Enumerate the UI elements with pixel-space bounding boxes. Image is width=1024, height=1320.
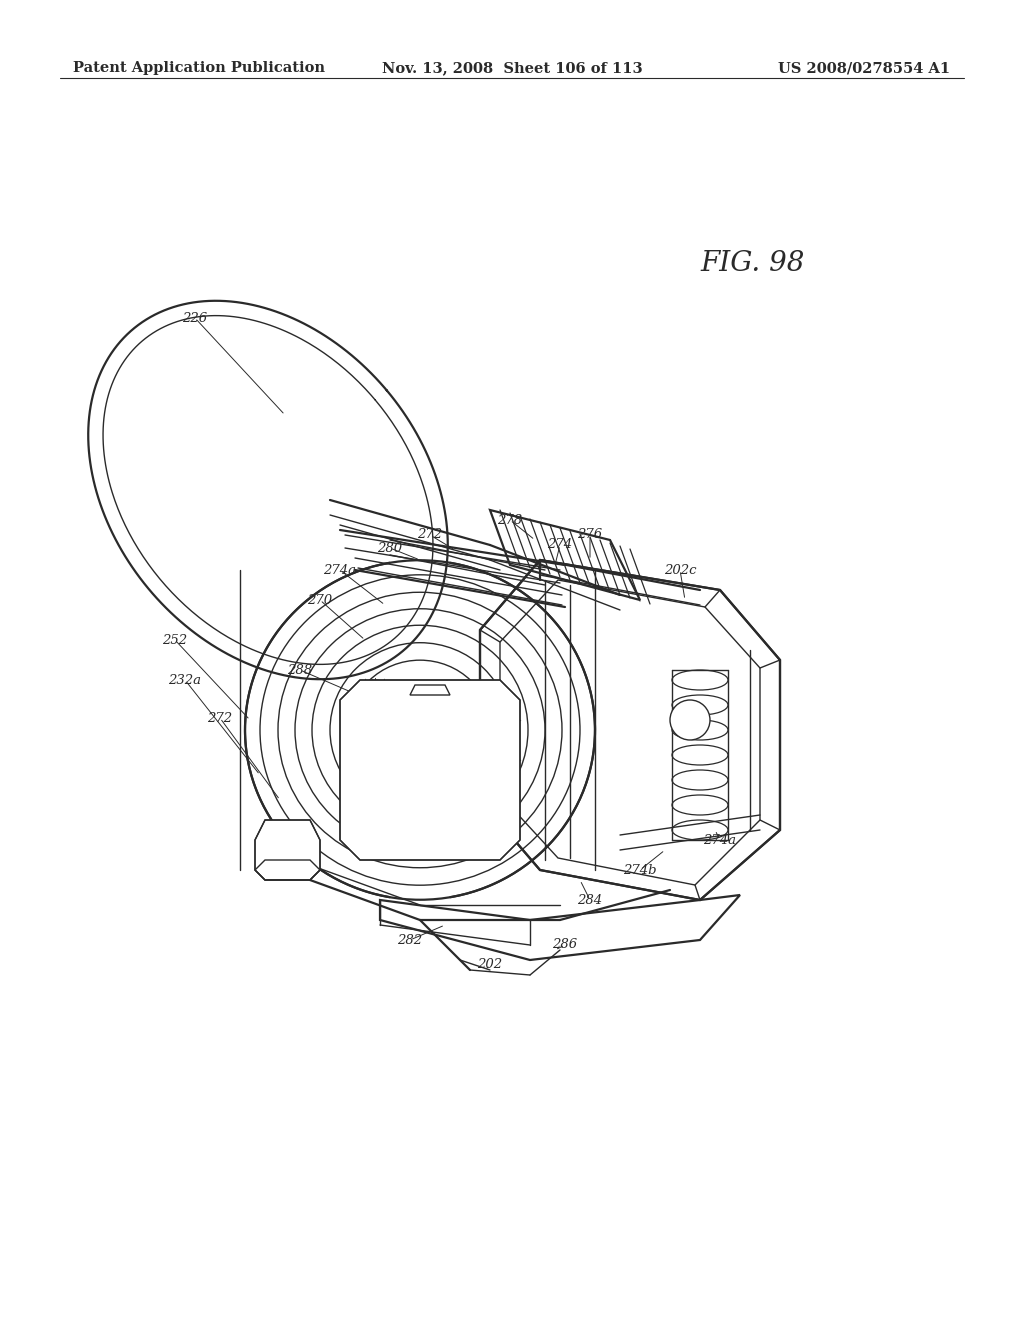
Text: 202c: 202c	[664, 564, 696, 577]
Polygon shape	[340, 680, 520, 861]
Text: 274: 274	[548, 539, 572, 552]
Text: 226: 226	[182, 312, 208, 325]
Text: Nov. 13, 2008  Sheet 106 of 113: Nov. 13, 2008 Sheet 106 of 113	[382, 61, 642, 75]
Text: 274b: 274b	[624, 863, 656, 876]
Text: US 2008/0278554 A1: US 2008/0278554 A1	[778, 61, 950, 75]
Text: 282: 282	[397, 933, 423, 946]
Text: 274a: 274a	[324, 564, 356, 577]
Text: 274a: 274a	[703, 833, 736, 846]
Text: 286: 286	[552, 939, 578, 952]
Text: 280: 280	[378, 541, 402, 554]
Ellipse shape	[670, 700, 710, 741]
Text: 284: 284	[578, 894, 602, 907]
Text: 202: 202	[477, 958, 503, 972]
Text: 276: 276	[437, 774, 463, 787]
Text: 276: 276	[578, 528, 602, 541]
Text: 272: 272	[418, 528, 442, 541]
Text: 232a: 232a	[169, 673, 202, 686]
Text: 272: 272	[208, 711, 232, 725]
Text: 288: 288	[288, 664, 312, 676]
Text: 270: 270	[307, 594, 333, 606]
Text: Patent Application Publication: Patent Application Publication	[73, 61, 325, 75]
Text: 290: 290	[387, 774, 413, 787]
Text: 278: 278	[498, 513, 522, 527]
Polygon shape	[255, 820, 319, 880]
Text: 252: 252	[163, 634, 187, 647]
Polygon shape	[410, 685, 450, 696]
Polygon shape	[480, 560, 780, 900]
Text: FIG. 98: FIG. 98	[700, 249, 805, 277]
